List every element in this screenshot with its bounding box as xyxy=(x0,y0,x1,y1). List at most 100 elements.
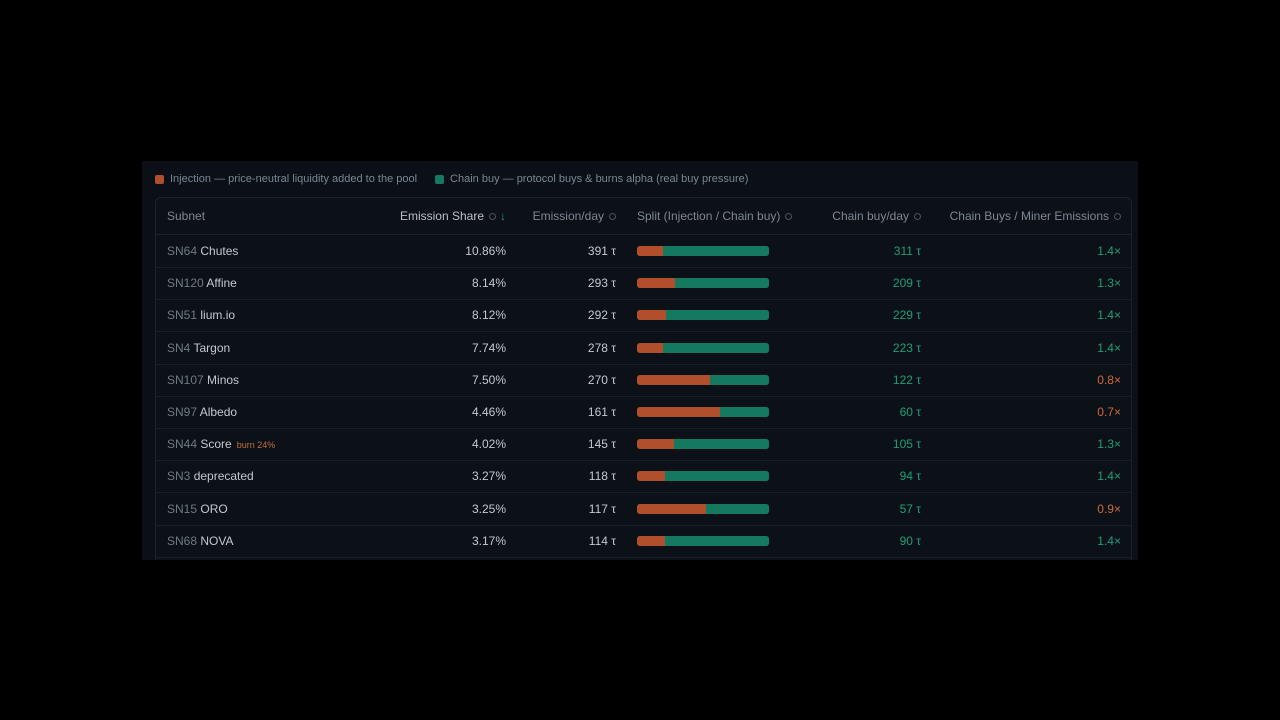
split-bar-injection xyxy=(637,471,665,482)
emission-share: 3.25% xyxy=(471,501,506,516)
emission-per-day: 118 τ xyxy=(588,469,616,484)
info-icon[interactable] xyxy=(785,213,793,220)
subnet-name: deprecated xyxy=(193,469,254,484)
table-row[interactable]: SN44 Score burn 24% 4.02% 145 τ 105 τ 1.3× xyxy=(156,428,1131,462)
column-chain-buy-day-label: Chain buy/day xyxy=(832,209,909,223)
split-bar-chain-buy xyxy=(720,407,769,417)
split-bar xyxy=(637,374,769,385)
subnet-name: Minos xyxy=(207,372,240,387)
split-bar xyxy=(637,503,769,514)
subnet-name: lium.io xyxy=(200,308,236,323)
chain-buy-per-day: 94 τ xyxy=(899,469,921,484)
subnet-cell[interactable]: SN4 Targon xyxy=(167,332,230,364)
split-bar-injection xyxy=(637,503,706,514)
subnet-cell[interactable]: SN51 lium.io xyxy=(167,299,235,331)
column-emission-day-label: Emission/day xyxy=(532,209,604,223)
split-bar-chain-buy xyxy=(663,342,769,353)
info-icon[interactable] xyxy=(914,213,921,220)
column-header-subnet[interactable]: Subnet xyxy=(167,198,205,234)
chain-buy-swatch xyxy=(435,174,445,184)
column-header-ratio[interactable]: Chain Buys / Miner Emissions xyxy=(950,198,1121,234)
chain-buy-per-day: 311 τ xyxy=(893,244,921,258)
subnet-cell[interactable]: SN107 Minos xyxy=(167,364,239,396)
subnet-cell[interactable]: SN68 NOVA xyxy=(167,525,234,557)
chain-buy-ratio: 1.4× xyxy=(1097,308,1121,323)
table-row[interactable]: SN97 Albedo 4.46% 161 τ 60 τ 0.7× xyxy=(156,396,1131,429)
subnet-name: Chutes xyxy=(200,244,239,258)
subnet-number: SN107 xyxy=(167,372,204,387)
subnet-name: Targon xyxy=(193,340,231,355)
split-bar xyxy=(637,407,769,417)
split-bar-injection xyxy=(637,407,721,417)
column-emission-share-label: Emission Share xyxy=(399,209,484,223)
arrow-down-icon[interactable]: ↓ xyxy=(500,209,506,223)
info-icon[interactable] xyxy=(609,213,616,220)
chain-buy-ratio: 0.9× xyxy=(1097,501,1121,516)
subnet-cell[interactable]: SN3 deprecated xyxy=(167,460,254,492)
subnet-table: Subnet Emission Share ↓ Emission/day Spli… xyxy=(155,197,1132,560)
subnet-cell[interactable]: SN15 ORO xyxy=(167,493,228,525)
chain-buy-ratio: 1.4× xyxy=(1097,244,1121,258)
subnet-number: SN68 xyxy=(167,533,198,548)
chain-buy-ratio: 0.7× xyxy=(1097,405,1121,419)
info-icon[interactable] xyxy=(489,213,496,220)
subnet-name: Albedo xyxy=(199,405,238,419)
legend-chain-buy-label: Chain buy — protocol buys & burns alpha … xyxy=(450,173,749,185)
column-split-label: Split (Injection / Chain buy) xyxy=(637,209,781,223)
chain-buy-ratio: 1.3× xyxy=(1097,276,1121,291)
column-ratio-label: Chain Buys / Miner Emissions xyxy=(949,209,1109,223)
chain-buy-ratio: 1.4× xyxy=(1097,533,1121,548)
split-bar-injection xyxy=(637,535,665,546)
subnet-number: SN44 xyxy=(167,437,198,452)
legend: Injection — price-neutral liquidity adde… xyxy=(155,172,766,186)
table-row[interactable]: SN3 deprecated 3.27% 118 τ 94 τ 1.4× xyxy=(156,460,1131,494)
column-header-emission-day[interactable]: Emission/day xyxy=(533,198,616,234)
emission-share: 8.12% xyxy=(471,308,506,323)
table-row[interactable]: SN51 lium.io 8.12% 292 τ 229 τ 1.4× xyxy=(156,299,1131,333)
subnet-cell[interactable]: SN97 Albedo xyxy=(167,396,237,428)
table-row[interactable]: SN64 Chutes 10.86% 391 τ 311 τ 1.4× xyxy=(156,235,1131,268)
split-bar-injection xyxy=(637,246,664,256)
emission-per-day: 278 τ xyxy=(587,340,616,355)
split-bar xyxy=(637,246,769,256)
chain-buy-ratio: 1.4× xyxy=(1097,469,1121,484)
split-bar-chain-buy xyxy=(664,535,769,546)
table-row[interactable]: SN120 Affine 8.14% 293 τ 209 τ 1.3× xyxy=(156,267,1131,301)
chain-buy-per-day: 209 τ xyxy=(892,276,921,291)
split-bar xyxy=(637,439,769,450)
split-bar xyxy=(637,310,769,321)
chain-buy-ratio: 0.8× xyxy=(1097,372,1121,387)
column-header-emission-share[interactable]: Emission Share ↓ xyxy=(400,198,506,234)
subnet-name: ORO xyxy=(200,501,228,516)
split-bar xyxy=(637,342,769,353)
table-row[interactable]: SN107 Minos 7.50% 270 τ 122 τ 0.8× xyxy=(156,364,1131,397)
subnet-number: SN120 xyxy=(167,276,204,291)
split-bar-injection xyxy=(637,439,674,450)
split-bar xyxy=(637,535,769,546)
subnet-cell[interactable]: SN64 Chutes xyxy=(167,235,238,267)
split-bar-injection xyxy=(637,342,664,353)
subnet-number: SN64 xyxy=(167,244,198,258)
legend-chain-buy: Chain buy — protocol buys & burns alpha … xyxy=(435,173,748,185)
split-bar-chain-buy xyxy=(663,246,769,256)
chain-buy-per-day: 122 τ xyxy=(892,372,921,387)
info-icon[interactable] xyxy=(1114,213,1121,220)
chain-buy-per-day: 223 τ xyxy=(892,340,921,355)
column-header-chain-buy-day[interactable]: Chain buy/day xyxy=(832,198,921,234)
table-row[interactable]: SN68 NOVA 3.17% 114 τ 90 τ 1.4× xyxy=(156,525,1131,558)
column-header-split[interactable]: Split (Injection / Chain buy) xyxy=(637,198,793,234)
chain-buy-ratio: 1.3× xyxy=(1097,437,1121,452)
split-bar xyxy=(637,471,769,482)
subnet-number: SN51 xyxy=(167,308,198,323)
table-row[interactable]: SN15 ORO 3.25% 117 τ 57 τ 0.9× xyxy=(156,493,1131,526)
table-row[interactable]: SN4 Targon 7.74% 278 τ 223 τ 1.4× xyxy=(156,332,1131,365)
chain-buy-per-day: 57 τ xyxy=(899,501,921,516)
subnet-number: SN4 xyxy=(167,340,191,355)
subnet-name: Affine xyxy=(206,276,237,291)
emission-per-day: 114 τ xyxy=(588,533,616,548)
subnet-cell[interactable]: SN44 Score burn 24% xyxy=(167,428,275,460)
injection-swatch xyxy=(155,174,164,184)
subnet-cell[interactable]: SN120 Affine xyxy=(167,267,237,299)
chain-buy-per-day: 60 τ xyxy=(899,405,921,419)
emission-share: 3.17% xyxy=(471,533,506,548)
